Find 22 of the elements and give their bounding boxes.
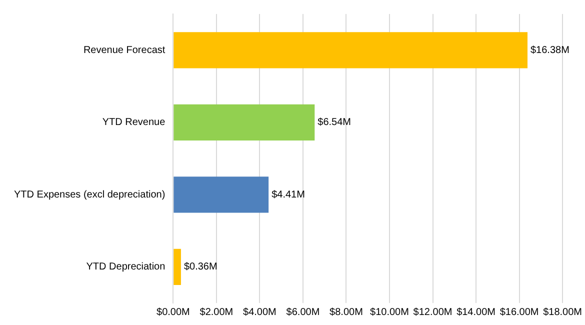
bar [174, 104, 315, 140]
y-tick-label: YTD Expenses (excl depreciation) [14, 189, 166, 200]
x-tick-label: $0.00M [156, 306, 190, 318]
bar [174, 176, 269, 213]
data-label: $6.54M [318, 117, 352, 128]
bar [174, 248, 181, 285]
x-tick-label: $8.00M [330, 306, 363, 318]
x-tick-label: $10.00M [370, 306, 409, 318]
data-label: $4.41M [272, 189, 305, 200]
y-tick-label: Revenue Forecast [83, 44, 166, 56]
x-tick-label: $14.00M [456, 306, 496, 318]
x-tick-label: $16.00M [500, 306, 539, 318]
data-label: $0.36M [184, 262, 218, 273]
x-tick-label: $4.00M [243, 306, 276, 318]
bar [174, 32, 528, 68]
data-label: $16.38M [530, 44, 570, 56]
y-tick-label: YTD Depreciation [86, 262, 166, 273]
x-tick-label: $2.00M [200, 306, 234, 318]
y-tick-label: YTD Revenue [102, 117, 166, 128]
x-tick-label: $12.00M [413, 306, 452, 318]
x-tick-label: $18.00M [543, 306, 582, 318]
x-tick-label: $6.00M [286, 306, 320, 318]
